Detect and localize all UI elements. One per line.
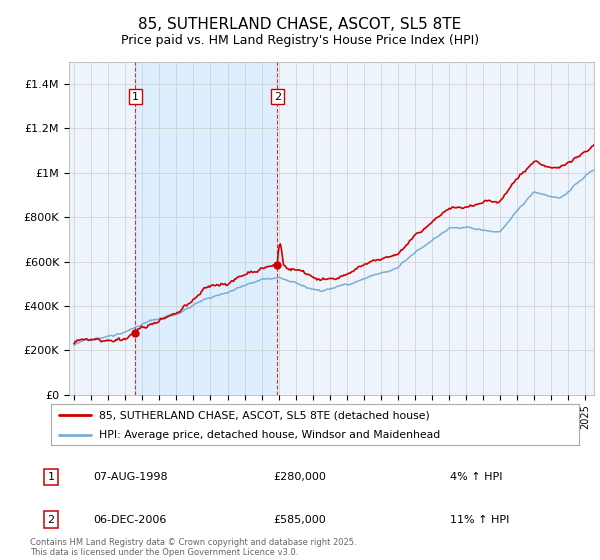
- Text: Price paid vs. HM Land Registry's House Price Index (HPI): Price paid vs. HM Land Registry's House …: [121, 34, 479, 47]
- Text: 1: 1: [47, 472, 55, 482]
- Text: 2: 2: [274, 92, 281, 101]
- Text: 4% ↑ HPI: 4% ↑ HPI: [450, 472, 503, 482]
- Text: 85, SUTHERLAND CHASE, ASCOT, SL5 8TE (detached house): 85, SUTHERLAND CHASE, ASCOT, SL5 8TE (de…: [98, 410, 429, 421]
- Bar: [136, 62, 277, 395]
- Text: £280,000: £280,000: [274, 472, 326, 482]
- Text: £585,000: £585,000: [274, 515, 326, 525]
- Text: 85, SUTHERLAND CHASE, ASCOT, SL5 8TE: 85, SUTHERLAND CHASE, ASCOT, SL5 8TE: [139, 17, 461, 31]
- Text: HPI: Average price, detached house, Windsor and Maidenhead: HPI: Average price, detached house, Wind…: [98, 430, 440, 440]
- Text: 11% ↑ HPI: 11% ↑ HPI: [450, 515, 509, 525]
- Text: 06-DEC-2006: 06-DEC-2006: [93, 515, 166, 525]
- Text: 07-AUG-1998: 07-AUG-1998: [93, 472, 167, 482]
- Text: 2: 2: [47, 515, 55, 525]
- Text: 1: 1: [132, 92, 139, 101]
- Text: Contains HM Land Registry data © Crown copyright and database right 2025.
This d: Contains HM Land Registry data © Crown c…: [30, 538, 356, 557]
